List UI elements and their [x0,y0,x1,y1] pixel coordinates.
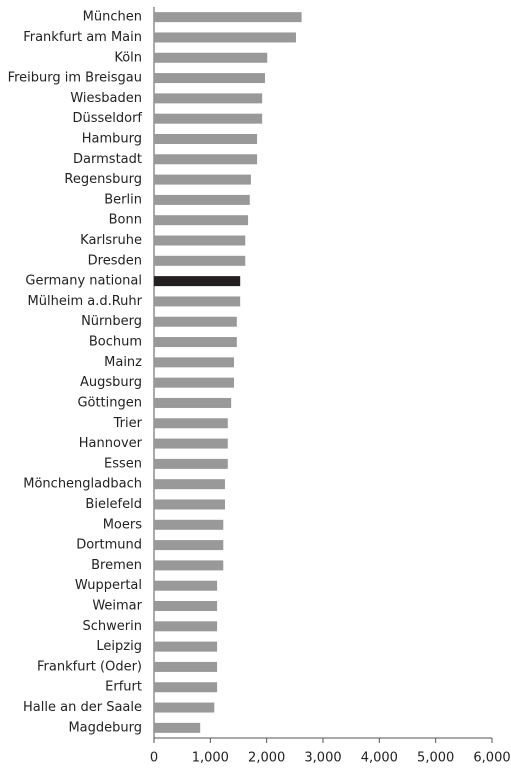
y-tick-label: Frankfurt (Oder) [37,659,142,674]
y-tick-label: Mönchengladbach [23,477,142,492]
bar [154,418,228,429]
bar [154,133,258,144]
y-tick-label: Regensburg [64,172,142,187]
y-tick-label: Wiesbaden [70,91,142,106]
bar [154,296,241,307]
y-tick-label: München [83,10,142,25]
y-tick-label: Halle an der Saale [23,700,142,715]
bar [154,215,249,226]
y-tick-label: Trier [113,416,143,431]
bar [154,641,218,652]
bar [154,276,241,287]
y-tick-label: Mainz [104,355,142,370]
x-tick-label: 5,000 [417,751,454,766]
x-tick-label: 0 [150,751,158,766]
x-tick-label: 1,000 [192,751,229,766]
y-tick-label: Bremen [91,558,142,573]
x-tick-label: 4,000 [361,751,398,766]
x-tick-label: 3,000 [304,751,341,766]
y-tick-label: Schwerin [83,619,142,634]
x-tick-label: 2,000 [248,751,285,766]
bar [154,621,218,632]
bar [154,519,224,530]
bar [154,113,263,124]
y-tick-label: Dortmund [76,538,142,553]
bar [154,499,225,510]
y-tick-label: Frankfurt am Main [23,30,142,45]
y-tick-label: Bielefeld [85,497,142,512]
bar [154,682,218,693]
y-tick-label: Moers [103,517,143,532]
y-tick-label: Essen [104,456,142,471]
bar [154,377,234,388]
y-tick-label: Dresden [88,253,142,268]
y-tick-label: Weimar [92,599,142,614]
y-tick-label: Freiburg im Breisgau [8,71,142,86]
bar [154,255,246,266]
y-tick-label: Karlsruhe [80,233,142,248]
y-tick-label: Darmstadt [73,152,142,167]
y-tick-label: Göttingen [77,395,142,410]
y-tick-label: Bonn [109,213,142,228]
y-tick-label: Berlin [104,192,142,207]
bar [154,235,246,246]
bar [154,438,228,449]
bar [154,316,237,327]
bar [154,702,215,713]
bar [154,458,228,469]
bar [154,661,218,672]
bar [154,397,232,408]
x-tick-label: 6,000 [473,751,510,766]
y-tick-label: Augsburg [80,375,142,390]
bar [154,357,234,368]
bar [154,174,251,185]
y-tick-label: Erfurt [105,680,142,695]
y-tick-label: Nürnberg [81,314,142,329]
y-tick-label: Leipzig [96,639,142,654]
bar [154,32,296,43]
y-tick-label: Köln [114,50,142,65]
bar [154,154,258,165]
bar [154,337,237,348]
y-tick-label: Magdeburg [68,720,142,735]
bar [154,12,302,23]
bar [154,73,265,84]
bar [154,52,268,63]
y-tick-label: Hamburg [82,131,142,146]
bar [154,194,250,205]
y-tick-label: Germany national [25,274,142,289]
bar [154,479,225,490]
bar [154,540,224,551]
bar [154,560,224,571]
bar [154,722,201,733]
bar [154,93,263,104]
y-tick-label: Düsseldorf [72,111,142,126]
y-tick-label: Wuppertal [75,578,142,593]
bar [154,580,218,591]
y-tick-label: Mülheim a.d.Ruhr [28,294,143,309]
y-tick-label: Bochum [89,335,142,350]
bar [154,601,218,612]
y-tick-label: Hannover [79,436,143,451]
